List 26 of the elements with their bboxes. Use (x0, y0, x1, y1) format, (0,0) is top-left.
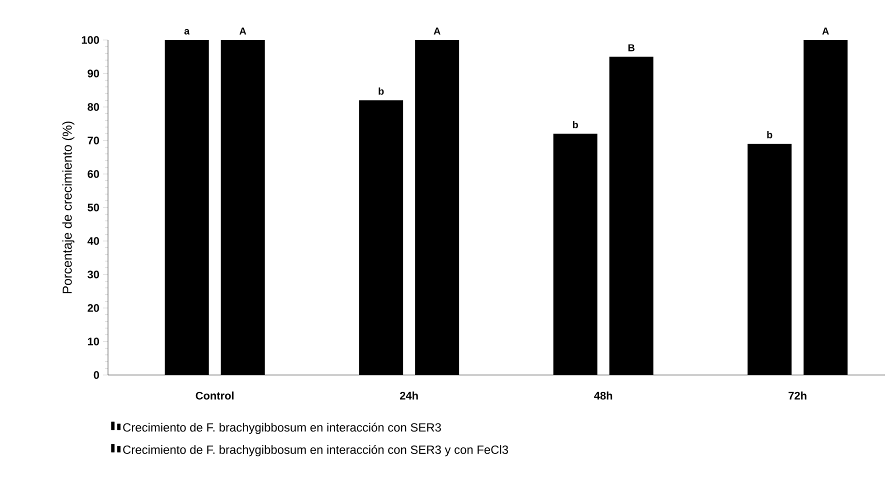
data-label: B (628, 44, 634, 52)
data-label: b (378, 87, 384, 95)
x-tick-label: Control (196, 392, 234, 400)
y-axis-title: Porcentaje de crecimiento (%) (62, 122, 74, 294)
y-tick-label: 10 (88, 338, 100, 346)
x-tick-label: 48h (594, 392, 612, 400)
y-tick-label: 80 (88, 103, 100, 111)
y-tick-label: 20 (88, 304, 100, 312)
legend-label: Crecimiento de F. brachygibbosum en interacción con SER3 y con FeCl3 (123, 445, 508, 456)
data-label: A (239, 28, 246, 34)
x-tick-label: 72h (788, 392, 806, 400)
data-label: b (767, 131, 772, 138)
data-label: A (434, 28, 440, 34)
data-label: A (822, 28, 829, 34)
y-tick-label: 100 (82, 36, 100, 44)
y-tick-label: 50 (88, 204, 100, 212)
y-tick-label: 90 (88, 70, 100, 78)
x-tick-label: 24h (400, 392, 418, 400)
legend-label: Crecimiento de F. brachygibbosum en interacción con SER3 (123, 422, 441, 434)
y-tick-label: 70 (88, 136, 100, 144)
y-tick-label: 0 (94, 371, 100, 379)
y-tick-label: 30 (88, 270, 100, 278)
y-tick-label: 60 (88, 170, 100, 178)
data-label: b (572, 120, 578, 128)
y-tick-label: 40 (87, 237, 100, 245)
data-label: a (184, 29, 190, 34)
